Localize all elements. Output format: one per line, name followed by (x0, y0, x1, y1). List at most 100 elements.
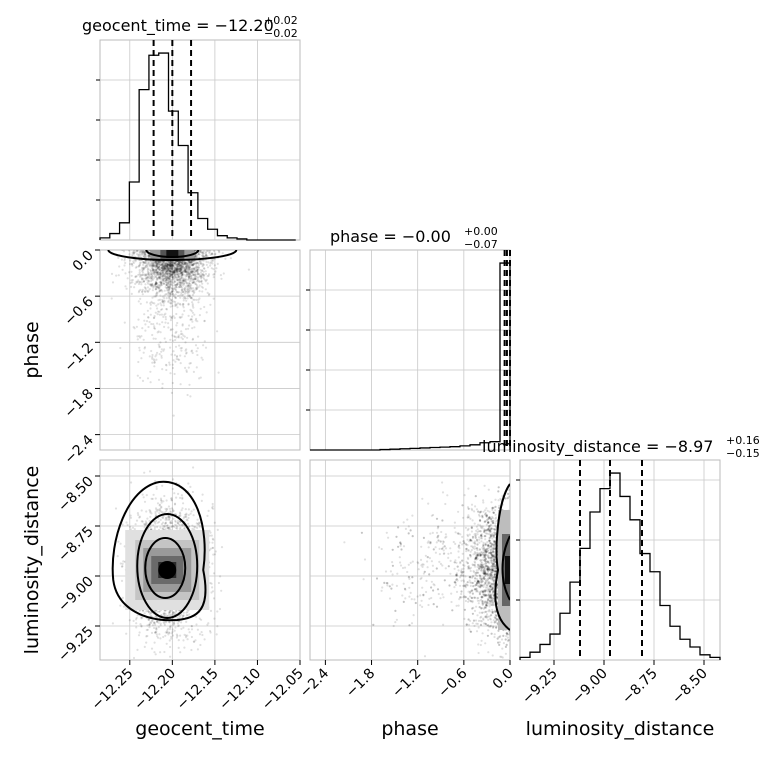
sample-point (170, 497, 173, 500)
sample-point (189, 262, 192, 265)
sample-point (195, 250, 198, 252)
sample-point (158, 281, 161, 284)
sample-point (160, 270, 163, 273)
sample-point (151, 278, 154, 282)
sample-point (143, 313, 146, 316)
sample-point (140, 276, 143, 279)
sample-point (194, 255, 197, 258)
sample-point (150, 276, 153, 279)
sample-point (186, 292, 189, 295)
sample-point (192, 281, 195, 284)
sample-point (156, 635, 159, 638)
sample-point (179, 520, 182, 523)
sample-point (135, 616, 138, 620)
sample-point (182, 279, 185, 282)
sample-point (198, 259, 201, 262)
sample-point (130, 292, 133, 295)
sample-point (165, 269, 168, 272)
sample-point (224, 257, 227, 260)
sample-point (195, 264, 198, 267)
title-lower-error: −0.07 (464, 238, 498, 251)
sample-point (149, 283, 152, 286)
sample-point (167, 280, 170, 283)
sample-point (186, 288, 189, 291)
sample-point (165, 262, 168, 265)
sample-point (168, 278, 171, 281)
sample-point (180, 266, 183, 269)
sample-point (151, 283, 154, 286)
sample-point (182, 280, 185, 283)
sample-point (155, 269, 158, 272)
sample-point (169, 280, 172, 283)
sample-point (168, 269, 171, 272)
sample-point (169, 626, 172, 629)
sample-point (192, 508, 195, 511)
sample-point (153, 272, 156, 275)
sample-point (170, 264, 173, 267)
sample-point (196, 270, 199, 273)
sample-point (181, 283, 184, 286)
sample-point (161, 269, 164, 272)
sample-point (159, 341, 162, 344)
sample-point (199, 260, 202, 263)
sample-point (147, 254, 150, 257)
sample-point (141, 273, 144, 276)
sample-point (164, 264, 167, 267)
sample-point (161, 266, 164, 269)
sample-point (172, 509, 175, 512)
sample-point (164, 631, 167, 634)
sample-point (154, 266, 157, 269)
sample-point (159, 280, 162, 283)
sample-point (210, 252, 213, 256)
sample-point (188, 261, 191, 264)
sample-point (156, 502, 160, 505)
sample-point (168, 278, 172, 281)
sample-point (159, 263, 162, 266)
sample-point (140, 624, 143, 628)
sample-point (158, 261, 161, 264)
sample-point (180, 281, 183, 284)
sample-point (117, 274, 120, 277)
sample-point (170, 268, 173, 271)
sample-point (179, 283, 182, 287)
sample-point (160, 510, 163, 513)
sample-point (173, 316, 176, 319)
sample-point (183, 261, 186, 264)
sample-point (110, 297, 113, 300)
sample-point (150, 615, 153, 618)
sample-point (201, 265, 204, 268)
sample-point (195, 284, 199, 287)
sample-point (186, 614, 189, 617)
sample-point (167, 282, 170, 285)
sample-point (159, 283, 162, 286)
sample-point (212, 597, 216, 600)
sample-point (169, 372, 172, 375)
sample-point (134, 282, 137, 285)
sample-point (190, 279, 193, 282)
sample-point (172, 262, 175, 265)
sample-point (172, 288, 175, 291)
sample-point (211, 258, 214, 261)
sample-point (189, 395, 192, 398)
sample-point (196, 272, 199, 275)
sample-point (180, 271, 183, 275)
sample-point (187, 266, 190, 269)
sample-point (150, 264, 153, 267)
sample-point (197, 273, 200, 276)
sample-point (185, 262, 188, 265)
sample-point (166, 288, 169, 291)
sample-point (184, 513, 187, 516)
sample-point (191, 524, 194, 527)
sample-point (155, 353, 158, 356)
sample-point (169, 281, 172, 284)
sample-point (141, 493, 144, 496)
histogram-step (519, 472, 721, 660)
sample-point (174, 287, 177, 290)
sample-point (143, 251, 146, 254)
sample-point (169, 510, 172, 514)
sample-point (153, 302, 156, 305)
sample-point (153, 626, 156, 630)
sample-point (171, 264, 174, 267)
sample-point (173, 503, 177, 506)
sample-point (158, 276, 161, 279)
